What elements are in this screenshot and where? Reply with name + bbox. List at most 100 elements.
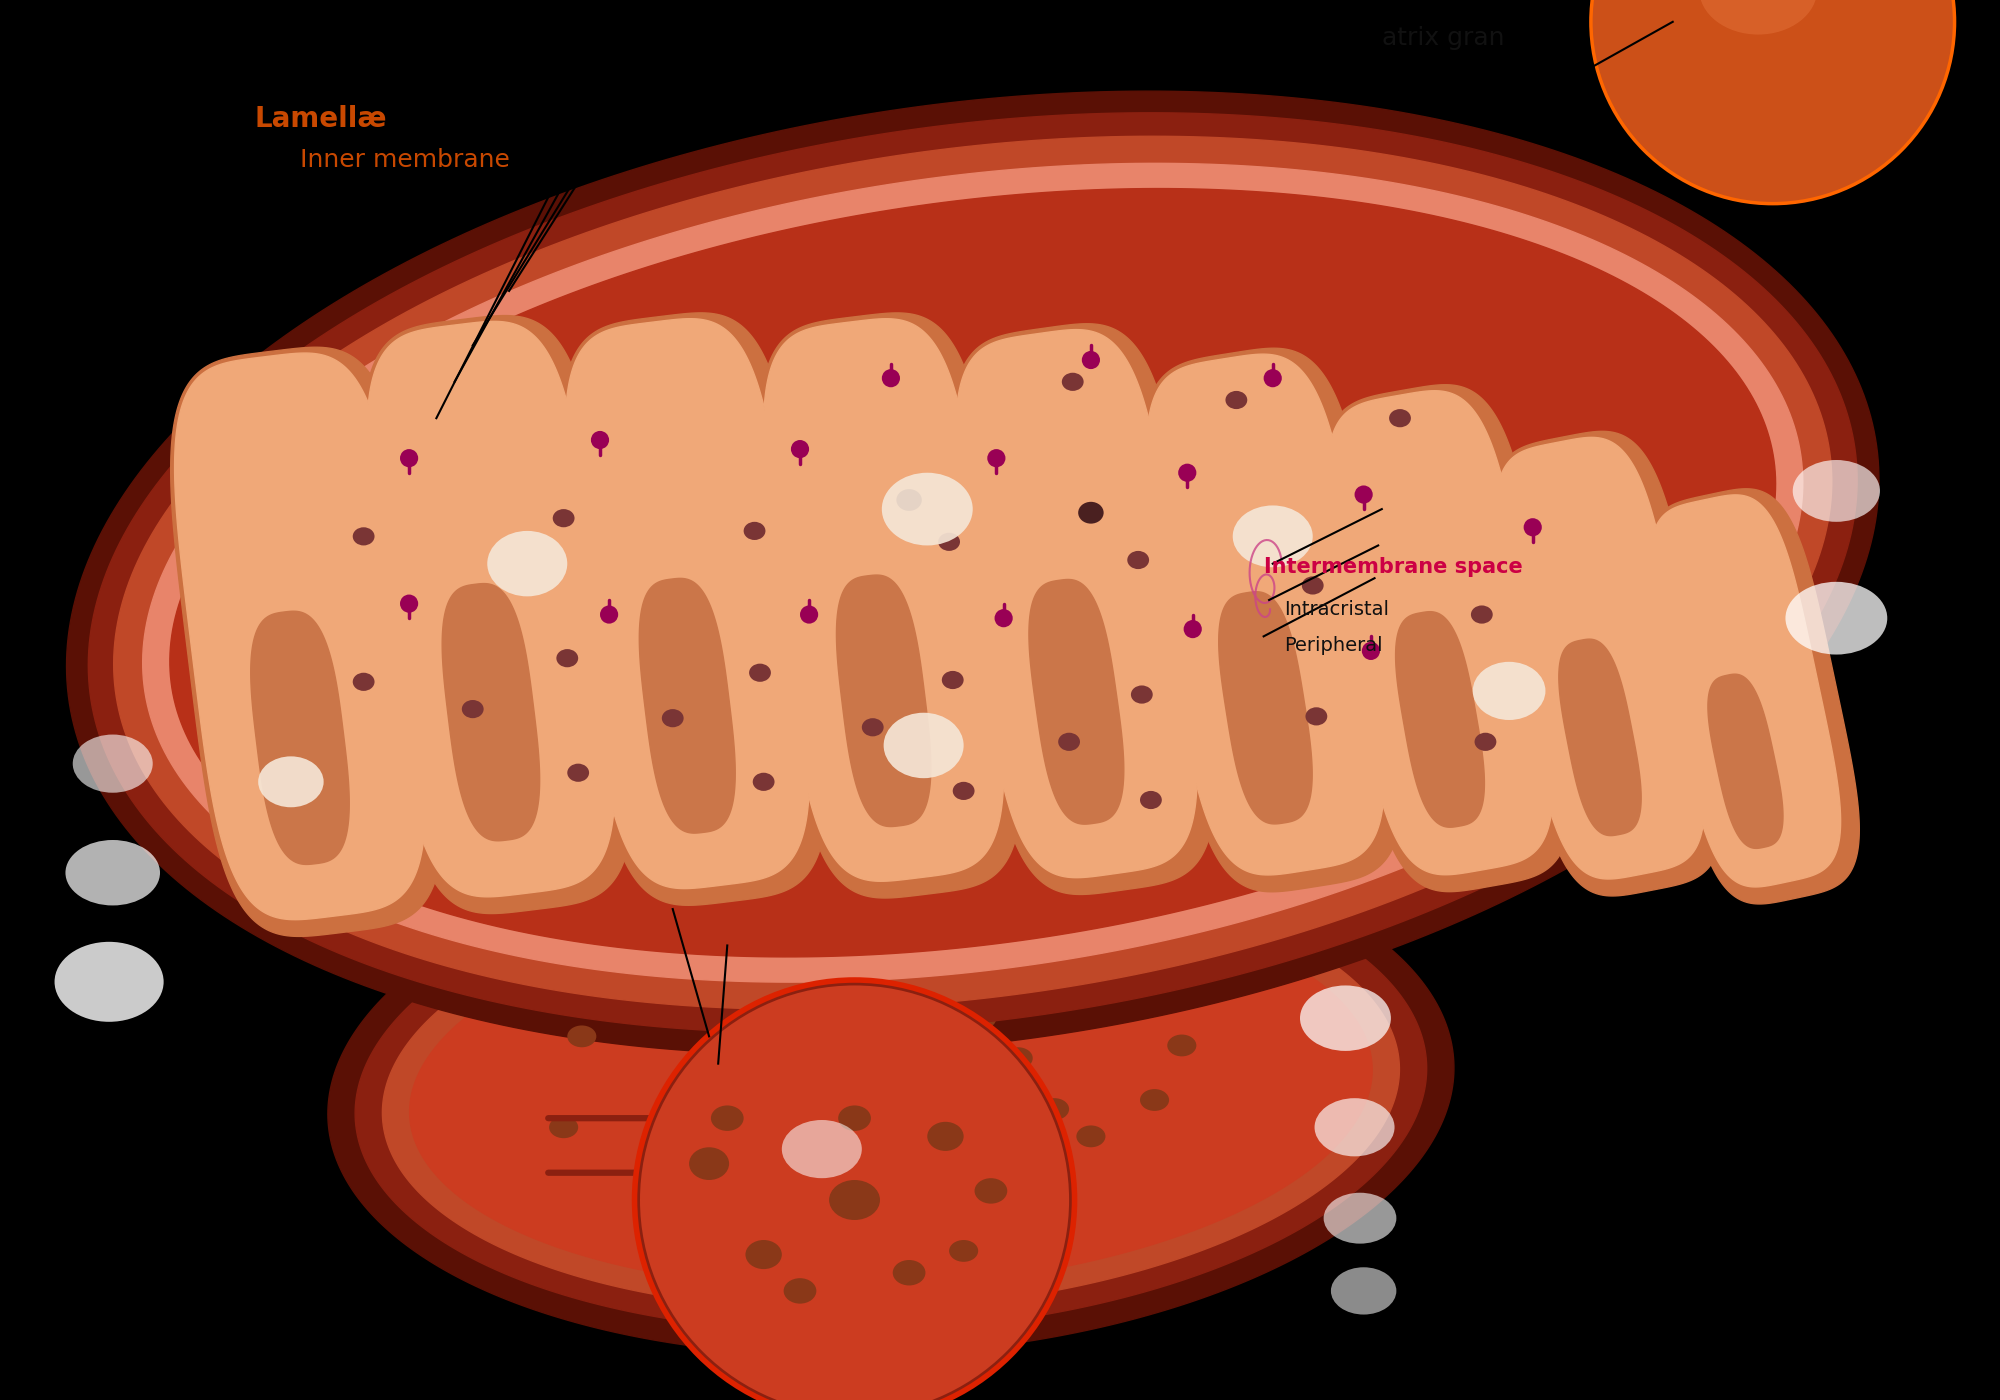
Ellipse shape	[784, 1278, 816, 1303]
Polygon shape	[170, 189, 1776, 956]
Polygon shape	[1028, 580, 1124, 825]
Text: Peripheral: Peripheral	[1284, 636, 1382, 655]
Ellipse shape	[858, 1175, 888, 1197]
Ellipse shape	[662, 708, 684, 727]
Polygon shape	[578, 346, 792, 847]
Text: Inner membrane: Inner membrane	[300, 148, 510, 172]
Ellipse shape	[1330, 1267, 1396, 1315]
Ellipse shape	[258, 756, 324, 808]
Polygon shape	[760, 314, 1022, 897]
Circle shape	[640, 986, 1070, 1400]
Ellipse shape	[1232, 505, 1312, 567]
Polygon shape	[1496, 437, 1704, 879]
Ellipse shape	[1058, 732, 1080, 750]
Ellipse shape	[1140, 791, 1162, 809]
Ellipse shape	[950, 1126, 978, 1147]
Polygon shape	[362, 315, 634, 914]
Polygon shape	[562, 312, 828, 906]
Ellipse shape	[882, 473, 972, 546]
Ellipse shape	[462, 700, 484, 718]
Polygon shape	[1324, 385, 1572, 892]
Circle shape	[800, 605, 818, 623]
Ellipse shape	[1078, 501, 1104, 524]
Polygon shape	[142, 164, 1802, 983]
Circle shape	[600, 605, 618, 623]
Ellipse shape	[1226, 391, 1248, 409]
Ellipse shape	[1390, 409, 1410, 427]
Ellipse shape	[552, 510, 574, 528]
Ellipse shape	[1168, 1035, 1196, 1057]
Polygon shape	[88, 113, 1858, 1033]
Circle shape	[994, 609, 1012, 627]
Ellipse shape	[750, 1134, 778, 1156]
Polygon shape	[66, 91, 1878, 1054]
Ellipse shape	[884, 713, 964, 778]
Circle shape	[634, 980, 1074, 1400]
Polygon shape	[1396, 612, 1484, 827]
Polygon shape	[776, 346, 988, 840]
Circle shape	[1524, 518, 1542, 536]
Ellipse shape	[752, 773, 774, 791]
Ellipse shape	[352, 528, 374, 546]
Ellipse shape	[862, 718, 884, 736]
Polygon shape	[440, 918, 1342, 1263]
Ellipse shape	[974, 1179, 1008, 1204]
Circle shape	[1354, 486, 1372, 504]
Polygon shape	[1506, 456, 1690, 846]
Circle shape	[1590, 0, 1954, 203]
Ellipse shape	[1474, 732, 1496, 750]
Circle shape	[790, 440, 810, 458]
Ellipse shape	[640, 972, 670, 993]
Ellipse shape	[54, 942, 164, 1022]
Polygon shape	[1708, 675, 1782, 848]
Circle shape	[590, 431, 610, 449]
Ellipse shape	[928, 1121, 964, 1151]
Ellipse shape	[876, 980, 906, 1002]
Polygon shape	[968, 356, 1180, 837]
Ellipse shape	[1472, 662, 1546, 720]
Ellipse shape	[1700, 0, 1818, 35]
Text: Intermembrane space: Intermembrane space	[1264, 557, 1522, 577]
Polygon shape	[1338, 413, 1538, 839]
Ellipse shape	[1128, 552, 1150, 568]
Ellipse shape	[768, 993, 796, 1015]
Ellipse shape	[912, 1065, 942, 1088]
Polygon shape	[1558, 640, 1642, 836]
Ellipse shape	[950, 1240, 978, 1261]
Polygon shape	[174, 353, 426, 920]
Ellipse shape	[1300, 986, 1390, 1051]
Polygon shape	[382, 871, 1400, 1310]
Polygon shape	[188, 379, 408, 878]
Ellipse shape	[568, 1025, 596, 1047]
Ellipse shape	[556, 650, 578, 668]
Ellipse shape	[1140, 1089, 1170, 1112]
Ellipse shape	[938, 533, 960, 552]
Ellipse shape	[1062, 372, 1084, 391]
Polygon shape	[114, 136, 1832, 1009]
Ellipse shape	[782, 1120, 862, 1179]
Polygon shape	[1492, 431, 1724, 896]
Circle shape	[1184, 620, 1202, 638]
Ellipse shape	[1306, 707, 1328, 725]
Polygon shape	[170, 347, 444, 937]
Ellipse shape	[942, 671, 964, 689]
Ellipse shape	[568, 763, 590, 781]
Ellipse shape	[550, 1116, 578, 1138]
Polygon shape	[1146, 354, 1384, 875]
Ellipse shape	[952, 781, 974, 799]
Ellipse shape	[1470, 605, 1492, 623]
Polygon shape	[366, 322, 614, 897]
Ellipse shape	[1324, 1193, 1396, 1243]
Ellipse shape	[892, 1260, 926, 1285]
Circle shape	[1178, 463, 1196, 482]
Circle shape	[1264, 370, 1282, 388]
Ellipse shape	[66, 840, 160, 906]
Ellipse shape	[1792, 461, 1880, 522]
Circle shape	[988, 449, 1006, 468]
Circle shape	[882, 370, 900, 388]
Circle shape	[400, 595, 418, 613]
Polygon shape	[956, 329, 1198, 878]
Polygon shape	[328, 826, 1454, 1355]
Polygon shape	[1646, 489, 1860, 904]
Polygon shape	[1158, 378, 1368, 836]
